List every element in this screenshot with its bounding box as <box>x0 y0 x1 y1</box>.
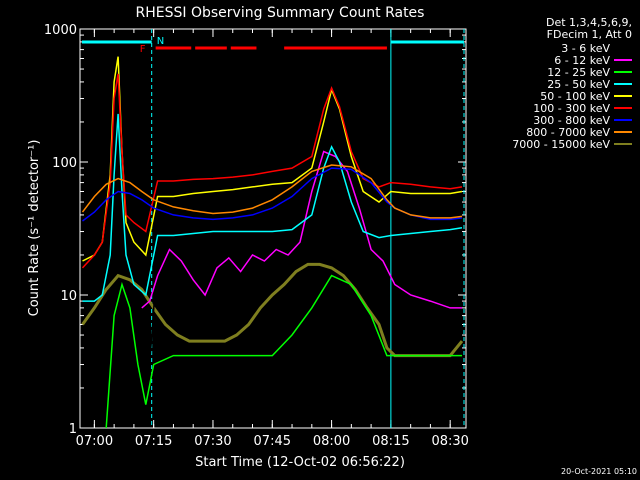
x-tick-label: 08:15 <box>372 434 409 449</box>
x-tick-label: 07:00 <box>76 434 113 449</box>
flare-flag-label: F <box>140 44 146 55</box>
x-axis-label: Start Time (12-Oct-02 06:56:22) <box>195 455 405 470</box>
y-tick-label: 10 <box>60 289 77 304</box>
legend-label: 6 - 12 keV <box>554 54 610 67</box>
legend-label: 300 - 800 keV <box>533 114 610 127</box>
x-tick-label: 08:00 <box>313 434 350 449</box>
timestamp: 20-Oct-2021 05:10 <box>561 467 637 476</box>
x-tick-label: 07:15 <box>135 434 172 449</box>
legend-label: 50 - 100 keV <box>540 90 610 103</box>
series-line-7 <box>81 164 463 219</box>
series-line-0 <box>141 167 384 366</box>
y-tick-label: 100 <box>52 156 77 171</box>
legend-label: 3 - 6 keV <box>561 42 610 55</box>
series-line-2 <box>105 274 462 429</box>
chart-title: RHESSI Observing Summary Count Rates <box>136 5 425 21</box>
night-flag-label: N <box>157 36 164 47</box>
series-line-1 <box>141 150 462 309</box>
legend-header-line-2: FDecim 1, Att 0 <box>547 28 632 41</box>
x-tick-label: 07:45 <box>254 434 291 449</box>
y-tick-label: 1 <box>69 422 77 437</box>
legend-label: 12 - 25 keV <box>547 66 610 79</box>
plot-frame <box>79 28 467 429</box>
plot-area: 1 10 100 1000 07:00 07:15 07:30 07:45 08:00 08:15… <box>44 23 469 449</box>
y-axis-label: Count Rate (s⁻¹ detector⁻¹) <box>27 140 42 317</box>
x-tick-label: 08:30 <box>431 434 468 449</box>
x-tick-label: 07:30 <box>194 434 231 449</box>
legend-label: 7000 - 15000 keV <box>512 138 610 151</box>
series-line-5 <box>81 73 463 269</box>
legend-label: 25 - 50 keV <box>547 78 610 91</box>
series-line-3 <box>82 113 463 302</box>
legend-label: 100 - 300 keV <box>533 102 610 115</box>
legend-label: 800 - 7000 keV <box>526 126 610 139</box>
series-line-4 <box>82 56 463 262</box>
legend-header-line-1: Det 1,3,4,5,6,9, <box>546 16 632 29</box>
y-tick-label: 1000 <box>44 23 77 38</box>
